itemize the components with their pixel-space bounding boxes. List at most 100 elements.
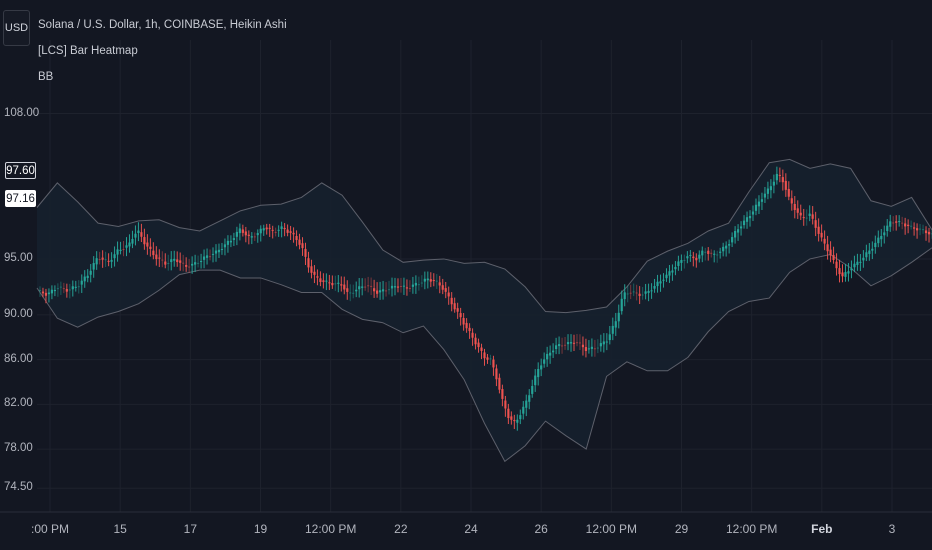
candle-body xyxy=(495,368,498,380)
candle-body xyxy=(182,262,185,264)
candle-body xyxy=(197,262,200,264)
candle-body xyxy=(814,220,817,228)
candle-body xyxy=(420,282,423,284)
candle-body xyxy=(838,268,841,275)
candle-body xyxy=(507,408,510,419)
candle-body xyxy=(605,341,608,343)
candle-body xyxy=(134,233,137,238)
candle-body xyxy=(647,290,650,293)
candle-body xyxy=(453,303,456,310)
candle-body xyxy=(596,347,599,349)
candle-body xyxy=(411,284,414,287)
candle-body xyxy=(847,271,850,274)
candle-body xyxy=(149,246,152,249)
candle-body xyxy=(223,244,227,248)
candle-body xyxy=(602,341,605,345)
candle-body xyxy=(593,348,596,350)
candle-body xyxy=(677,261,680,266)
candle-body xyxy=(611,325,614,334)
candle-body xyxy=(820,232,823,238)
candle-body xyxy=(447,292,450,297)
x-tick-label: 24 xyxy=(464,522,478,536)
candle-body xyxy=(319,278,322,282)
candle-body xyxy=(367,285,370,287)
candle-body xyxy=(835,261,838,269)
candle-body xyxy=(92,263,95,270)
candle-body xyxy=(883,232,886,236)
candle-body xyxy=(623,292,626,300)
candle-body xyxy=(334,283,337,285)
candle-body xyxy=(829,249,832,256)
candle-body xyxy=(742,220,746,226)
candle-body xyxy=(408,287,412,289)
candle-body xyxy=(584,347,588,351)
candle-body xyxy=(915,228,919,231)
indicator-legend-heatmap[interactable]: [LCS] Bar Heatmap xyxy=(38,45,138,57)
candle-body xyxy=(205,255,209,258)
candle-body xyxy=(805,217,808,219)
candle-body xyxy=(435,280,438,282)
candle-body xyxy=(44,292,48,296)
candle-body xyxy=(376,290,379,294)
band-lower-line xyxy=(36,247,932,463)
candle-body xyxy=(668,271,671,276)
candle-body xyxy=(895,221,898,223)
candle-body xyxy=(930,233,932,235)
symbol-legend[interactable]: Solana / U.S. Dollar, 1h, COINBASE, Heik… xyxy=(38,19,287,31)
candle-body xyxy=(787,188,790,197)
x-tick-label: 22 xyxy=(394,522,408,536)
candle-body xyxy=(701,250,704,256)
candle-body xyxy=(811,214,814,219)
candle-body xyxy=(751,211,755,215)
candle-body xyxy=(781,177,784,183)
x-tick-label: 19 xyxy=(253,522,268,536)
candle-body xyxy=(271,229,274,231)
y-tick-label: 90.00 xyxy=(4,307,33,320)
price-tag-last: 97.16 xyxy=(5,190,36,207)
candle-body xyxy=(689,254,692,257)
candle-body xyxy=(921,229,925,231)
candle-body xyxy=(910,225,913,227)
candle-body xyxy=(191,263,194,266)
candle-body xyxy=(745,217,749,222)
candle-body xyxy=(59,286,62,288)
candle-body xyxy=(98,259,101,261)
candle-body xyxy=(161,259,164,261)
candle-body xyxy=(405,287,409,289)
candle-body xyxy=(644,291,647,294)
candle-body xyxy=(913,227,916,229)
candle-body xyxy=(426,278,429,281)
candle-body xyxy=(444,288,447,292)
candle-body xyxy=(289,231,292,233)
candle-body xyxy=(468,327,471,332)
candle-body xyxy=(188,266,191,268)
candle-body xyxy=(146,242,149,247)
candle-body xyxy=(247,234,250,236)
candle-body xyxy=(695,257,698,261)
candle-body xyxy=(101,257,104,260)
candle-body xyxy=(489,358,492,360)
candle-body xyxy=(799,212,802,216)
candle-body xyxy=(614,321,617,328)
candle-body xyxy=(722,246,725,252)
candle-body xyxy=(262,228,265,231)
candle-body xyxy=(525,400,528,408)
candle-body xyxy=(343,284,346,290)
candle-body xyxy=(772,181,775,186)
currency-button[interactable]: USD xyxy=(3,10,30,46)
indicator-legend-bb[interactable]: BB xyxy=(38,71,54,83)
x-tick-label: 12:00 PM xyxy=(304,522,357,536)
candle-body xyxy=(907,224,910,227)
y-tick-label: 82.00 xyxy=(4,397,33,410)
candle-body xyxy=(725,245,728,249)
candle-body xyxy=(713,253,716,255)
candle-body xyxy=(734,231,737,238)
candle-body xyxy=(557,344,561,347)
candle-body xyxy=(104,259,107,261)
candle-body xyxy=(429,279,432,282)
x-tick-label: 17 xyxy=(183,522,198,536)
candle-body xyxy=(164,261,167,265)
candle-body xyxy=(352,292,355,294)
candle-body xyxy=(901,222,904,224)
